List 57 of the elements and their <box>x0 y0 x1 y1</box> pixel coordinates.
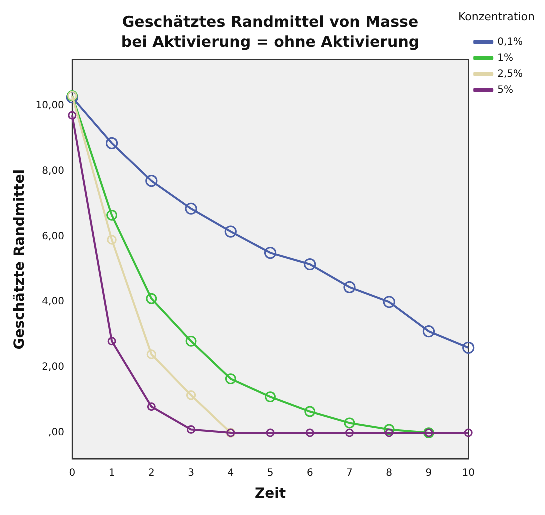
x-tick-label: 4 <box>228 468 234 479</box>
point <box>225 374 236 384</box>
point <box>304 258 316 271</box>
y-tick-label: 2,00 <box>42 362 64 374</box>
legend-label: 2,5% <box>498 68 523 80</box>
point <box>224 226 237 238</box>
x-tick-label: 5 <box>267 468 274 479</box>
point <box>384 424 395 436</box>
y-tick-label: 4,00 <box>42 296 64 308</box>
point <box>344 418 356 429</box>
legend-label: 1% <box>498 52 514 64</box>
point <box>185 202 198 215</box>
point <box>422 326 436 338</box>
point <box>304 406 316 418</box>
point <box>106 137 118 150</box>
legend-title: Konzentration <box>458 10 536 24</box>
y-axis-title: Geschätzte Randmittel <box>12 169 28 350</box>
y-tick-label: ,00 <box>48 428 64 439</box>
point <box>462 342 475 354</box>
x-tick-label: 9 <box>426 468 432 479</box>
point <box>345 428 354 438</box>
x-tick-label: 0 <box>69 468 76 479</box>
point <box>146 350 157 360</box>
point <box>344 281 356 294</box>
x-tick-label: 7 <box>346 468 353 479</box>
legend-label: 5% <box>498 84 514 96</box>
legend-label: 0,1% <box>498 36 523 48</box>
point <box>266 428 275 438</box>
point <box>264 247 277 260</box>
point <box>187 426 196 434</box>
point <box>108 337 116 346</box>
point <box>146 175 158 188</box>
x-tick-label: 10 <box>462 468 475 479</box>
point <box>186 336 197 347</box>
point <box>383 296 396 308</box>
point <box>147 402 156 412</box>
point <box>464 428 473 438</box>
x-tick-label: 6 <box>306 468 314 479</box>
x-tick-label: 1 <box>108 468 116 479</box>
point <box>186 390 196 400</box>
point <box>66 92 78 104</box>
y-tick-label: 6,00 <box>42 231 64 242</box>
point <box>265 392 276 402</box>
point <box>146 293 158 304</box>
point <box>68 111 77 120</box>
x-tick-label: 8 <box>386 468 393 479</box>
point <box>107 235 117 245</box>
point <box>106 210 118 221</box>
point <box>306 428 314 438</box>
chart-subtitle: bei Aktivierung = ohne Aktivierung <box>121 32 420 51</box>
x-axis-title: Zeit <box>254 486 286 502</box>
y-tick-label: 8,00 <box>42 166 64 177</box>
point <box>385 428 394 438</box>
x-tick-label: 3 <box>188 468 194 479</box>
x-tick-label: 2 <box>148 468 155 479</box>
chart-title: Geschätztes Randmittel von Masse <box>122 12 419 31</box>
y-tick-label: 10,00 <box>36 100 64 112</box>
